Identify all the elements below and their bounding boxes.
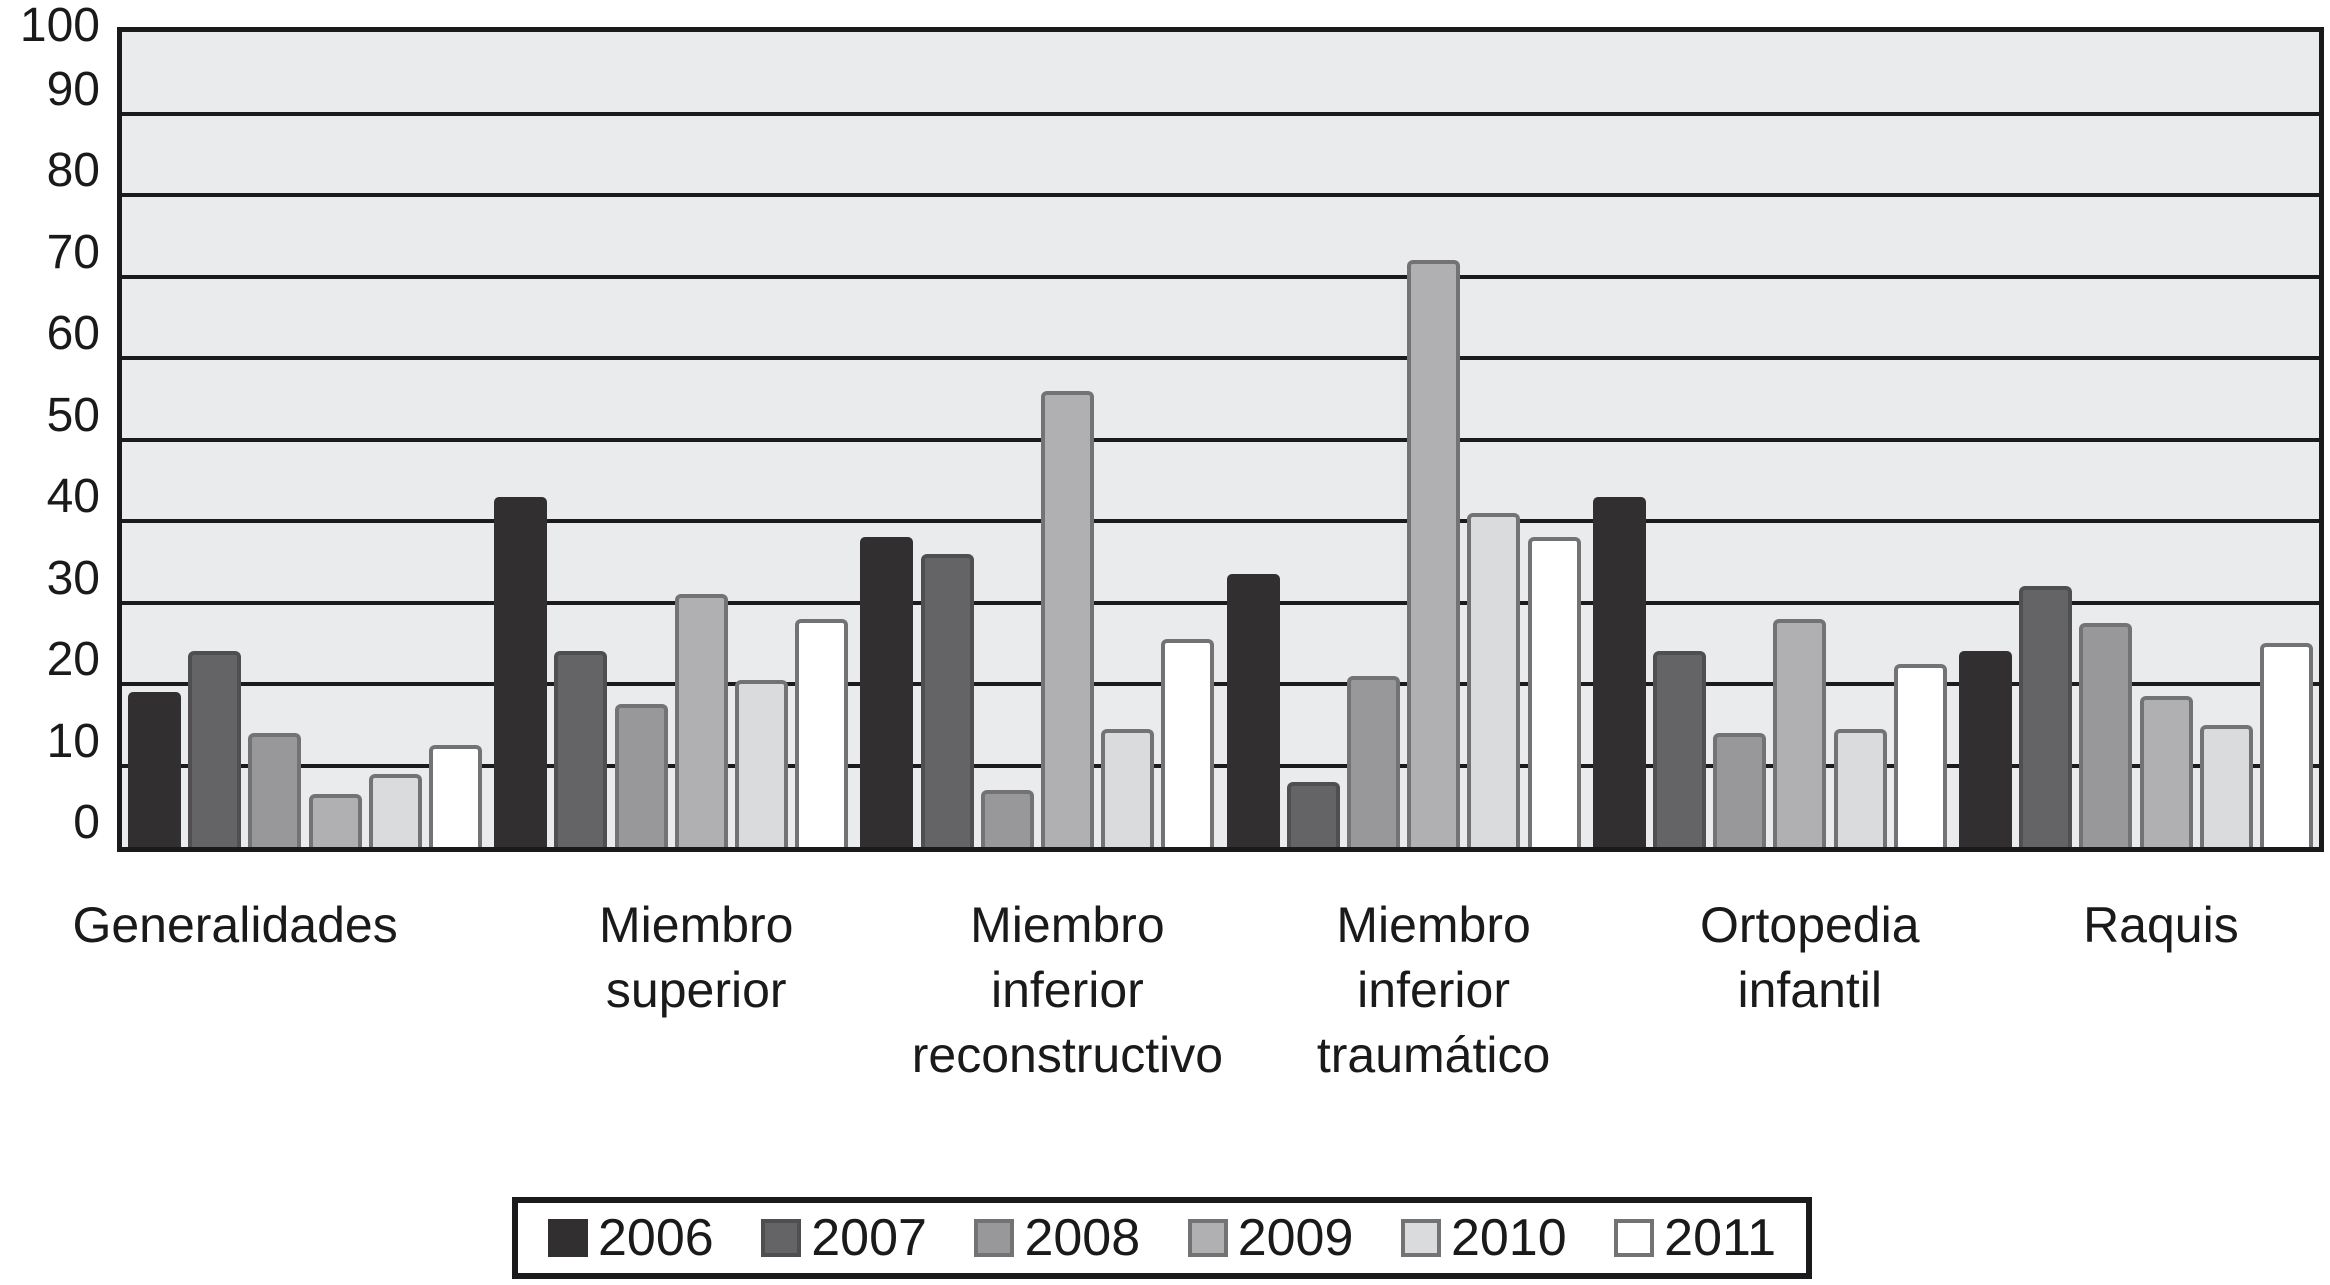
bar-2010-generalidades <box>368 773 422 847</box>
bar-2010-raquis <box>2199 724 2253 847</box>
bar-2008-miembro-inferior-traum-tico <box>1346 675 1400 847</box>
category-label-generalidades: Generalidades <box>0 893 515 958</box>
category-label-line: infantil <box>1737 962 1883 1018</box>
legend: 2006 2007 2008 2009 2010 2011 <box>512 1197 1812 1279</box>
bar-2008-miembro-inferior-reconstructivo <box>980 789 1034 847</box>
gridline-50 <box>122 437 2319 442</box>
gridline-30 <box>122 600 2319 605</box>
legend-item-2009: 2009 <box>1187 1209 1354 1267</box>
category-label-line: superior <box>605 962 787 1018</box>
category-label-line: Miembro <box>970 897 1165 953</box>
legend-label-2007: 2007 <box>811 1209 927 1267</box>
bar-2009-ortopedia-infantil <box>1773 618 1827 847</box>
category-label-line: inferior <box>990 962 1144 1018</box>
gridline-90 <box>122 111 2319 116</box>
legend-label-2006: 2006 <box>598 1209 714 1267</box>
bar-2006-miembro-inferior-traum-tico <box>1226 573 1280 847</box>
bar-2010-ortopedia-infantil <box>1833 728 1887 847</box>
bar-2011-generalidades <box>429 745 483 847</box>
bar-2010-miembro-inferior-traum-tico <box>1467 512 1521 847</box>
category-label-line: Generalidades <box>72 897 398 953</box>
y-tick-label-10: 10 <box>46 714 100 768</box>
category-label-line: Raquis <box>2083 897 2239 953</box>
y-tick-label-50: 50 <box>46 388 100 442</box>
legend-swatch-2007 <box>761 1219 802 1257</box>
y-tick-label-90: 90 <box>46 62 100 116</box>
category-label-line: Miembro <box>1336 897 1531 953</box>
legend-item-2008: 2008 <box>974 1212 1140 1264</box>
bar-2010-miembro-superior <box>735 679 789 847</box>
bar-2007-miembro-inferior-traum-tico <box>1286 781 1340 847</box>
y-tick-label-30: 30 <box>46 551 100 605</box>
category-label-line: inferior <box>1357 962 1510 1018</box>
bar-2009-generalidades <box>308 794 362 847</box>
y-tick-label-20: 20 <box>46 633 100 686</box>
bar-2007-generalidades <box>188 651 242 847</box>
category-label-line: traumático <box>1316 1027 1551 1083</box>
bar-2011-miembro-inferior-reconstructivo <box>1161 639 1215 847</box>
gridline-80 <box>122 193 2319 197</box>
legend-item-2006: 2006 <box>548 1212 714 1264</box>
y-tick-label-40: 40 <box>46 470 100 523</box>
gridline-20 <box>122 682 2319 686</box>
legend-item-2010: 2010 <box>1400 1209 1567 1267</box>
bar-2006-raquis <box>1958 651 2012 847</box>
bar-2008-generalidades <box>248 732 302 847</box>
category-label-line: Miembro <box>599 897 794 953</box>
bar-2011-miembro-inferior-traum-tico <box>1527 537 1581 847</box>
bar-2006-ortopedia-infantil <box>1592 496 1646 847</box>
category-label-raquis: Raquis <box>1881 893 2330 958</box>
bar-2009-raquis <box>2139 696 2193 847</box>
gridline-60 <box>122 356 2319 360</box>
legend-label-2011: 2011 <box>1664 1209 1776 1267</box>
bar-2008-miembro-superior <box>614 704 668 847</box>
bar-2006-generalidades <box>128 692 182 847</box>
gridline-70 <box>122 274 2319 279</box>
category-label-miembro-superior: Miembro superior <box>416 893 976 1023</box>
bar-2008-ortopedia-infantil <box>1713 732 1767 847</box>
category-label-ortopedia-infantil: Ortopedia infantil <box>1530 893 2090 1023</box>
bar-2011-ortopedia-infantil <box>1893 663 1947 847</box>
category-label-line: reconstructivo <box>911 1027 1224 1083</box>
category-label-miembro-inferior-traum-tico: Miembro inferior traumático <box>1154 893 1714 1088</box>
bar-2009-miembro-inferior-traum-tico <box>1407 260 1461 847</box>
bar-2007-raquis <box>2019 586 2073 847</box>
bar-2008-raquis <box>2079 622 2133 847</box>
legend-swatch-2010 <box>1400 1219 1441 1257</box>
legend-swatch-2006 <box>548 1219 588 1257</box>
legend-swatch-2009 <box>1187 1219 1228 1257</box>
legend-item-2011: 2011 <box>1614 1212 1776 1264</box>
bar-2007-miembro-inferior-reconstructivo <box>920 553 974 847</box>
bar-2009-miembro-inferior-reconstructivo <box>1041 390 1095 847</box>
bar-2006-miembro-superior <box>494 496 548 847</box>
plot-area <box>117 27 2324 852</box>
legend-swatch-2008 <box>974 1219 1015 1257</box>
bar-2007-ortopedia-infantil <box>1652 651 1706 847</box>
legend-label-2008: 2008 <box>1024 1209 1141 1267</box>
legend-label-2010: 2010 <box>1450 1209 1567 1267</box>
bar-2011-raquis <box>2259 643 2313 847</box>
bar-2011-miembro-superior <box>795 618 849 847</box>
y-tick-label-60: 60 <box>46 307 100 360</box>
y-tick-label-70: 70 <box>46 225 100 279</box>
y-tick-label-0: 0 <box>73 796 100 849</box>
category-label-miembro-inferior-reconstructivo: Miembro inferior reconstructivo <box>787 893 1347 1088</box>
legend-label-2009: 2009 <box>1237 1209 1354 1267</box>
bar-2007-miembro-superior <box>554 651 608 847</box>
category-label-line: Ortopedia <box>1699 897 1920 953</box>
bar-2009-miembro-superior <box>674 594 728 847</box>
bar-2006-miembro-inferior-reconstructivo <box>860 537 914 847</box>
gridline-10 <box>122 763 2319 768</box>
legend-swatch-2011 <box>1614 1219 1655 1257</box>
gridline-40 <box>122 519 2319 523</box>
legend-item-2007: 2007 <box>761 1212 927 1264</box>
bar-2010-miembro-inferior-reconstructivo <box>1101 728 1155 847</box>
y-tick-label-80: 80 <box>46 144 100 197</box>
y-tick-label-100: 100 <box>19 0 100 52</box>
